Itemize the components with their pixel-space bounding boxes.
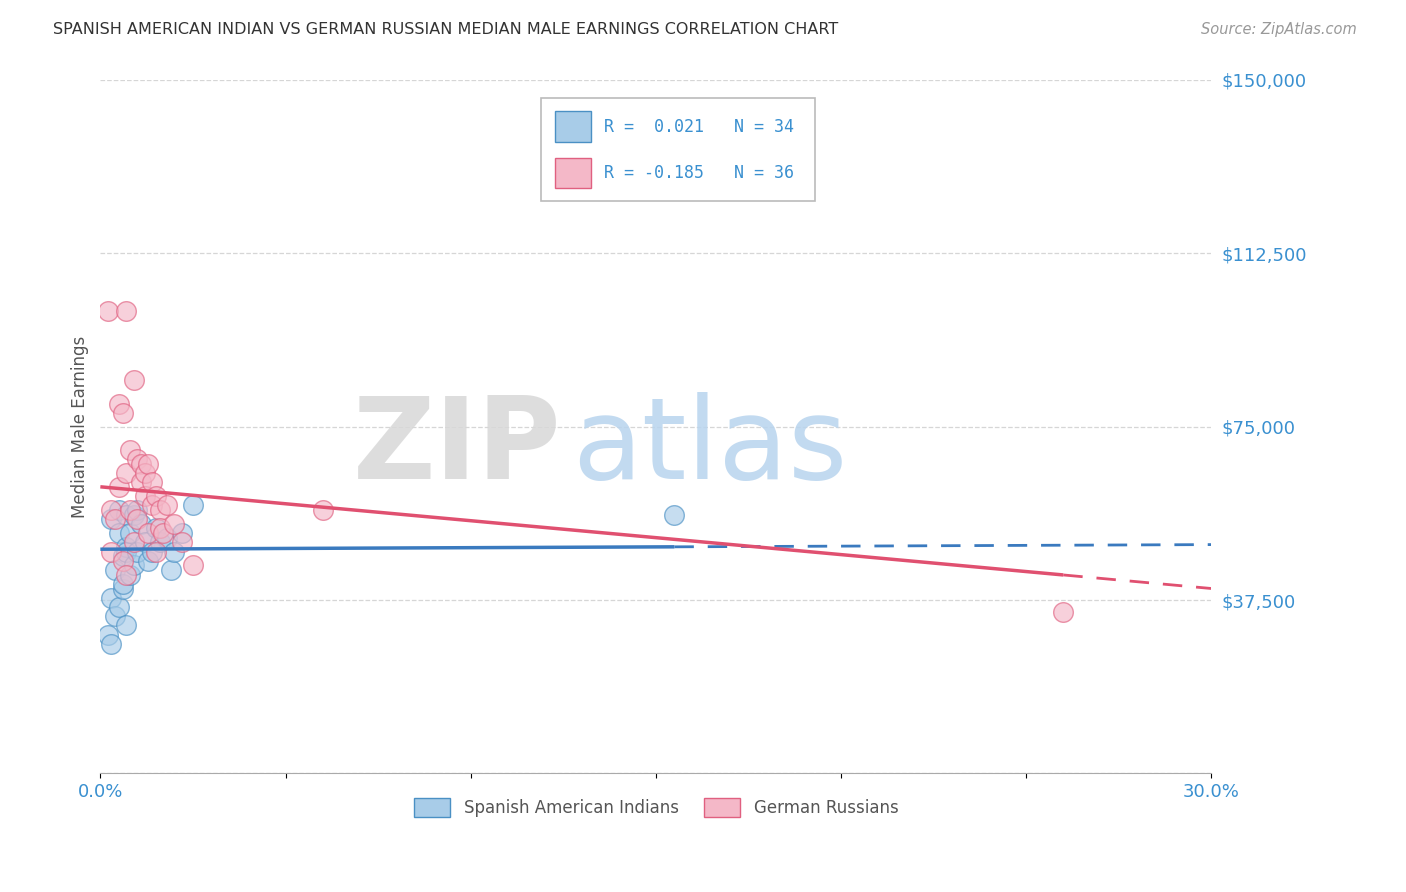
- Point: [122, 508, 145, 522]
- Bar: [555, 112, 591, 142]
- Bar: [555, 158, 591, 188]
- Point: [118, 567, 141, 582]
- Point: [152, 526, 174, 541]
- Point: [141, 498, 163, 512]
- Point: [118, 442, 141, 457]
- Point: [170, 535, 193, 549]
- Point: [127, 512, 149, 526]
- Point: [104, 609, 127, 624]
- Point: [156, 498, 179, 512]
- Point: [163, 516, 186, 531]
- Point: [145, 489, 167, 503]
- Legend: Spanish American Indians, German Russians: Spanish American Indians, German Russian…: [406, 791, 905, 824]
- FancyBboxPatch shape: [541, 98, 815, 201]
- Point: [127, 503, 149, 517]
- Point: [122, 374, 145, 388]
- Point: [111, 554, 134, 568]
- Point: [100, 512, 122, 526]
- Point: [163, 544, 186, 558]
- Text: R = -0.185   N = 36: R = -0.185 N = 36: [605, 164, 794, 182]
- Point: [170, 526, 193, 541]
- Point: [181, 498, 204, 512]
- Point: [138, 526, 160, 541]
- Point: [127, 452, 149, 467]
- Point: [100, 591, 122, 605]
- Point: [129, 457, 152, 471]
- Point: [311, 503, 333, 517]
- Point: [118, 526, 141, 541]
- Point: [100, 637, 122, 651]
- Point: [181, 558, 204, 573]
- Point: [122, 535, 145, 549]
- Point: [129, 516, 152, 531]
- Y-axis label: Median Male Earnings: Median Male Earnings: [72, 335, 89, 518]
- Point: [141, 544, 163, 558]
- Text: R =  0.021   N = 34: R = 0.021 N = 34: [605, 118, 794, 136]
- Point: [111, 577, 134, 591]
- Point: [134, 535, 156, 549]
- Point: [149, 503, 172, 517]
- Point: [115, 618, 138, 632]
- Point: [149, 521, 172, 535]
- Point: [138, 554, 160, 568]
- Point: [97, 304, 120, 318]
- Point: [138, 457, 160, 471]
- Point: [115, 544, 138, 558]
- Point: [664, 508, 686, 522]
- Text: atlas: atlas: [572, 392, 848, 503]
- Point: [100, 503, 122, 517]
- Point: [115, 466, 138, 480]
- Point: [104, 563, 127, 577]
- Point: [134, 466, 156, 480]
- Point: [111, 549, 134, 563]
- Point: [111, 582, 134, 596]
- Point: [111, 406, 134, 420]
- Point: [115, 304, 138, 318]
- Point: [100, 544, 122, 558]
- Point: [108, 480, 131, 494]
- Point: [118, 503, 141, 517]
- Text: ZIP: ZIP: [353, 392, 561, 503]
- Point: [127, 544, 149, 558]
- Point: [115, 540, 138, 554]
- Point: [134, 489, 156, 503]
- Text: SPANISH AMERICAN INDIAN VS GERMAN RUSSIAN MEDIAN MALE EARNINGS CORRELATION CHART: SPANISH AMERICAN INDIAN VS GERMAN RUSSIA…: [53, 22, 838, 37]
- Point: [115, 508, 138, 522]
- Point: [149, 535, 172, 549]
- Point: [97, 628, 120, 642]
- Text: Source: ZipAtlas.com: Source: ZipAtlas.com: [1201, 22, 1357, 37]
- Point: [1052, 605, 1074, 619]
- Point: [156, 531, 179, 545]
- Point: [122, 558, 145, 573]
- Point: [145, 544, 167, 558]
- Point: [141, 475, 163, 490]
- Point: [108, 396, 131, 410]
- Point: [108, 599, 131, 614]
- Point: [129, 475, 152, 490]
- Point: [104, 512, 127, 526]
- Point: [159, 563, 181, 577]
- Point: [145, 521, 167, 535]
- Point: [115, 567, 138, 582]
- Point: [108, 526, 131, 541]
- Point: [108, 503, 131, 517]
